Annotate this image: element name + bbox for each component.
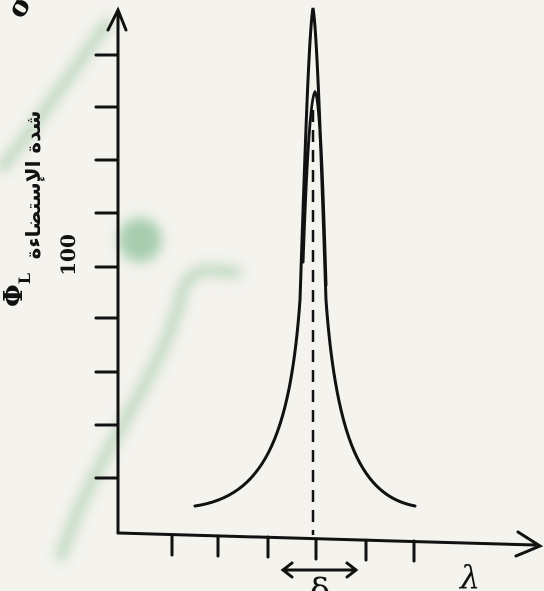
y-ticks: [94, 53, 120, 480]
y-axis-arrow: [106, 6, 128, 32]
broad-line-curve: [193, 7, 417, 508]
y-axis-symbol-sub: L: [15, 273, 34, 284]
width-arrow: [280, 561, 359, 579]
y-tick-label: 100: [56, 234, 80, 276]
narrow-line-curve: [301, 89, 328, 287]
x-axis-label: λ: [458, 558, 480, 591]
x-ticks: [170, 533, 416, 563]
width-label: δ: [310, 571, 330, 591]
paper-stain: [0, 17, 244, 562]
corner-mark: σ: [0, 0, 38, 23]
y-axis-symbol: ΦL: [0, 273, 34, 307]
x-axis: [116, 531, 537, 547]
x-axis-arrow: [514, 530, 544, 558]
y-axis-label: شدة الإستضاءة: [21, 111, 45, 260]
y-axis-symbol-main: Φ: [0, 284, 29, 307]
